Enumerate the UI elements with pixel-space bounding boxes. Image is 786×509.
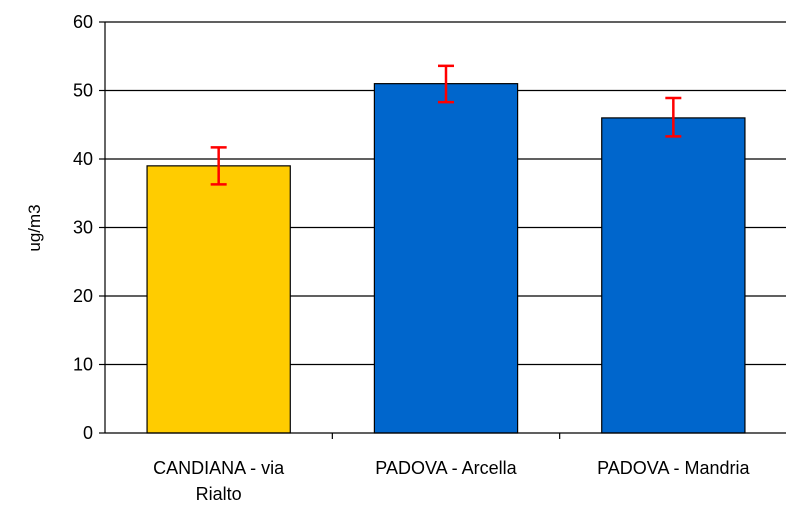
bars — [146, 83, 746, 434]
y-tick-label: 20 — [73, 286, 93, 306]
y-tick-label: 10 — [73, 355, 93, 375]
x-tick-label: PADOVA - Arcella — [375, 458, 517, 478]
axes — [99, 21, 786, 439]
y-tick-label: 30 — [73, 218, 93, 238]
bar — [146, 165, 291, 434]
y-axis-title: ug/m3 — [25, 204, 44, 251]
bar — [373, 83, 519, 434]
x-tick-label: CANDIANA - via Rialto — [153, 458, 285, 504]
bar — [601, 117, 746, 434]
y-tick-label: 50 — [73, 81, 93, 101]
y-tick-label: 0 — [83, 423, 93, 443]
error-bars — [210, 64, 682, 186]
y-tick-label: 40 — [73, 149, 93, 169]
tick-labels: 0 10 20 30 40 50 60 CANDIANA - via Rialto PADOVA … — [73, 12, 751, 504]
y-tick-label: 60 — [73, 12, 93, 32]
x-tick-label: PADOVA - Mandria — [597, 458, 750, 478]
